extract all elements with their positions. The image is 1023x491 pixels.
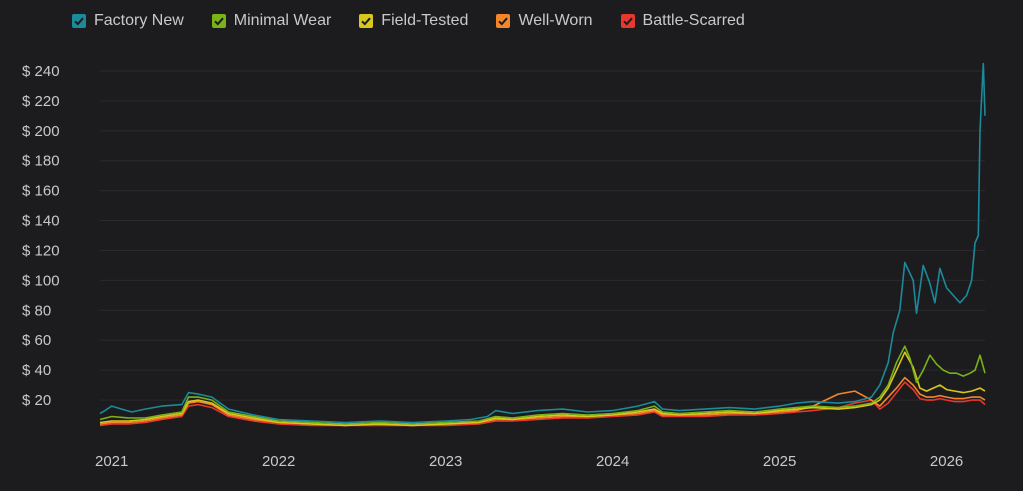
series-line-minimal-wear (99, 345, 986, 425)
y-tick-label: $ 220 (22, 93, 60, 110)
checkbox-icon[interactable] (359, 14, 374, 28)
legend-item-factory-new[interactable]: Factory New (72, 12, 184, 30)
legend-item-well-worn[interactable]: Well-Worn (496, 12, 593, 30)
legend: Factory New Minimal Wear Field-Tested Well-… (72, 12, 773, 30)
legend-label: Field-Tested (381, 12, 469, 29)
checkbox-icon[interactable] (211, 14, 226, 28)
series-line-factory-new (99, 62, 986, 424)
x-tick-label: 2023 (429, 453, 462, 470)
y-tick-label: $ 20 (22, 392, 51, 409)
x-tick-label: 2024 (596, 453, 629, 470)
y-tick-label: $ 60 (22, 332, 51, 349)
legend-label: Well-Worn (518, 12, 593, 29)
y-tick-label: $ 180 (22, 153, 60, 170)
checkbox-icon[interactable] (496, 14, 511, 28)
x-tick-label: 2022 (262, 453, 295, 470)
x-tick-label: 2026 (930, 453, 963, 470)
y-tick-label: $ 100 (22, 272, 60, 289)
series-line-field-tested (99, 351, 986, 427)
legend-item-field-tested[interactable]: Field-Tested (359, 12, 468, 30)
checkbox-icon[interactable] (620, 14, 635, 28)
y-tick-label: $ 200 (22, 123, 60, 140)
y-tick-label: $ 160 (22, 183, 60, 200)
series-line-well-worn (99, 376, 986, 427)
legend-label: Battle-Scarred (642, 12, 745, 29)
checkbox-icon[interactable] (72, 14, 86, 28)
y-tick-label: $ 40 (22, 362, 51, 379)
y-tick-label: $ 120 (22, 242, 60, 259)
legend-label: Factory New (94, 12, 184, 29)
legend-item-battle-scarred[interactable]: Battle-Scarred (620, 12, 745, 30)
x-tick-label: 2025 (763, 453, 796, 470)
series-line-battle-scarred (99, 381, 986, 427)
y-tick-label: $ 80 (22, 302, 51, 319)
y-tick-label: $ 140 (22, 213, 60, 230)
x-tick-label: 2021 (95, 453, 128, 470)
y-tick-label: $ 240 (22, 63, 60, 80)
legend-label: Minimal Wear (233, 12, 332, 29)
legend-item-minimal-wear[interactable]: Minimal Wear (211, 12, 332, 30)
